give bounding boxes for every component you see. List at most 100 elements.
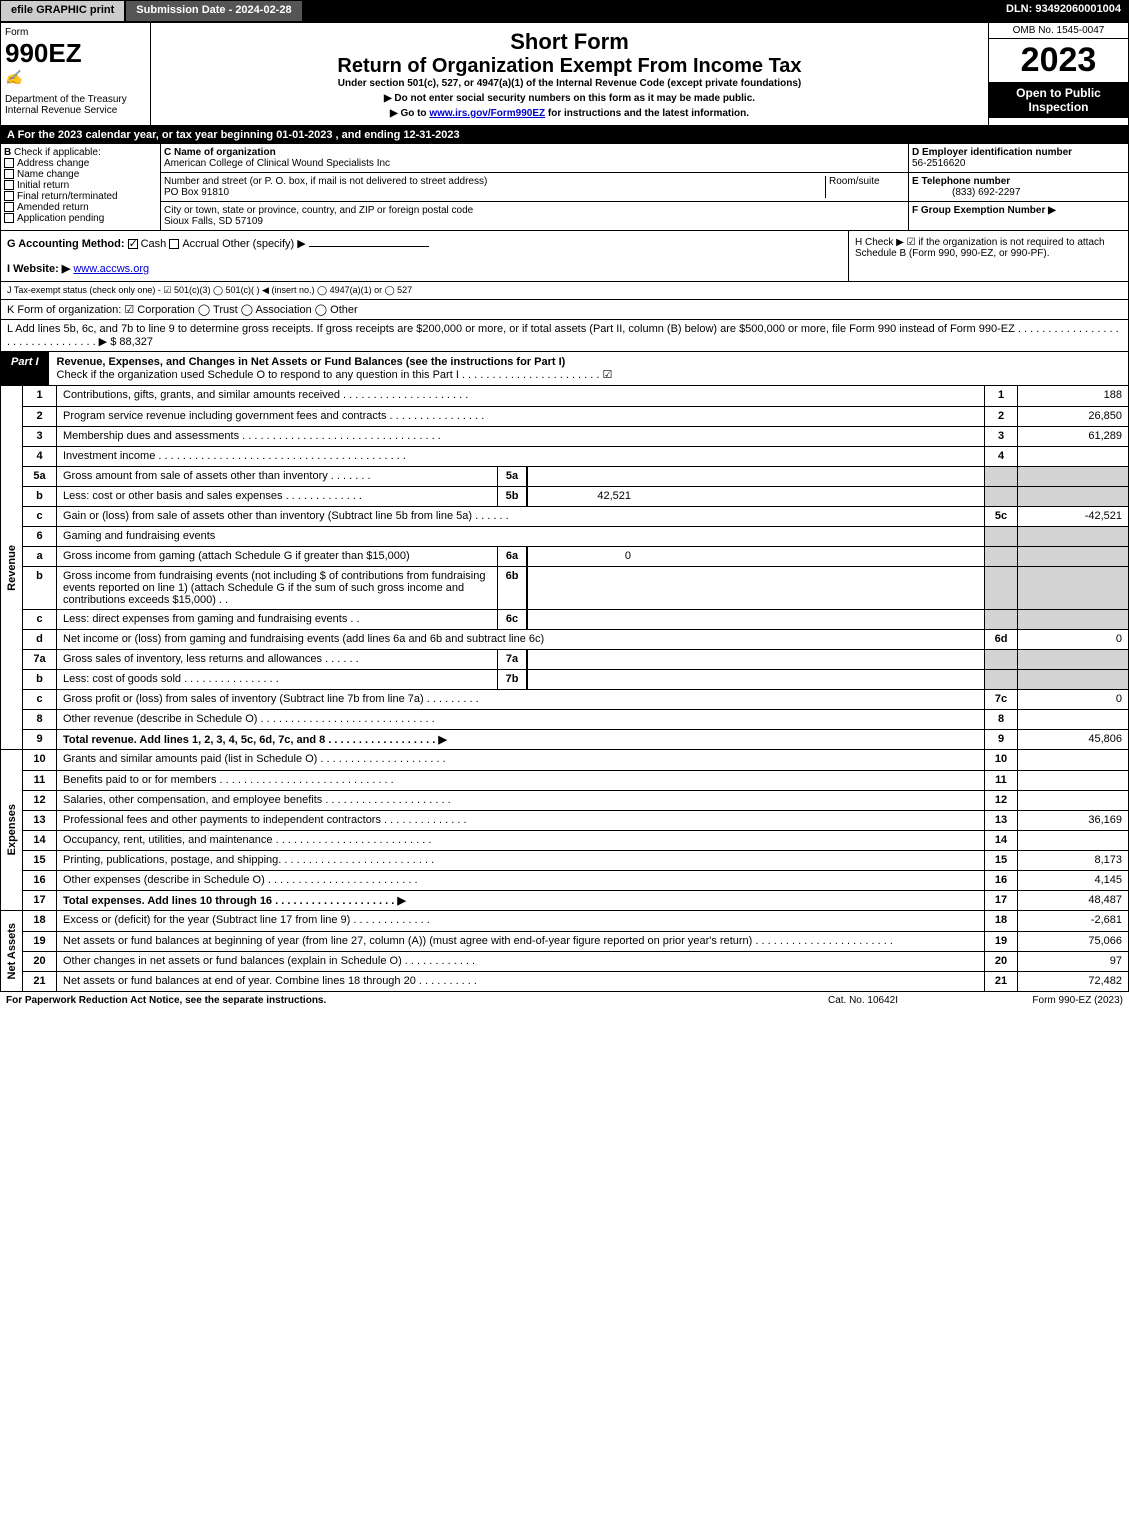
part1-heading: Revenue, Expenses, and Changes in Net As… <box>57 356 566 368</box>
ln5b-iv: 42,521 <box>527 487 637 506</box>
website-link[interactable]: www.accws.org <box>73 263 149 275</box>
checkbox-pending[interactable] <box>4 213 14 223</box>
ln7b-shv <box>1018 670 1128 689</box>
checkbox-amended[interactable] <box>4 202 14 212</box>
cash-label: Cash <box>141 238 167 250</box>
dept-label: Department of the Treasury Internal Reve… <box>5 94 146 116</box>
ln2-vn: 2 <box>984 407 1018 426</box>
group-exemption-cell: F Group Exemption Number ▶ <box>909 202 1128 219</box>
b-label: B <box>4 147 11 158</box>
part1-header: Part I Revenue, Expenses, and Changes in… <box>1 352 1128 386</box>
ln6b-desc: Gross income from fundraising events (no… <box>57 567 497 609</box>
ln1-desc: Contributions, gifts, grants, and simila… <box>57 386 984 406</box>
ln18-desc: Excess or (deficit) for the year (Subtra… <box>57 911 984 931</box>
ln6d-desc: Net income or (loss) from gaming and fun… <box>57 630 984 649</box>
d-label: D Employer identification number <box>912 147 1072 158</box>
inspection-label: Open to Public Inspection <box>989 82 1128 118</box>
ln5c-val: -42,521 <box>1018 507 1128 526</box>
ln7a-in: 7a <box>497 650 527 669</box>
form-container: Form 990EZ ✍ Department of the Treasury … <box>0 22 1129 992</box>
ln5a-in: 5a <box>497 467 527 486</box>
ln16-desc: Other expenses (describe in Schedule O) … <box>57 871 984 890</box>
checkbox-initial[interactable] <box>4 180 14 190</box>
expenses-vert-label: Expenses <box>1 750 23 910</box>
ln6c-sh <box>984 610 1018 629</box>
ln18-vn: 18 <box>984 911 1018 931</box>
checkbox-address-change[interactable] <box>4 158 14 168</box>
ln14-vn: 14 <box>984 831 1018 850</box>
ln14-no: 14 <box>23 831 57 850</box>
ln12-desc: Salaries, other compensation, and employ… <box>57 791 984 810</box>
line-g: G Accounting Method: Cash Accrual Other … <box>1 231 848 281</box>
final-label: Final return/terminated <box>17 191 118 202</box>
ln6b-sh <box>984 567 1018 609</box>
ln14-val <box>1018 831 1128 850</box>
e-label: E Telephone number <box>912 176 1010 187</box>
ln5a-sh <box>984 467 1018 486</box>
line-h: H Check ▶ ☑ if the organization is not r… <box>848 231 1128 281</box>
ln16-val: 4,145 <box>1018 871 1128 890</box>
ln6c-desc: Less: direct expenses from gaming and fu… <box>57 610 497 629</box>
part1-check: ☑ <box>603 369 613 381</box>
ln7a-desc: Gross sales of inventory, less returns a… <box>57 650 497 669</box>
ln6c-iv <box>527 610 637 629</box>
ln16-no: 16 <box>23 871 57 890</box>
ln21-vn: 21 <box>984 972 1018 991</box>
phone-cell: E Telephone number (833) 692-2297 <box>909 173 1128 202</box>
other-input[interactable] <box>309 246 429 247</box>
ln16-vn: 16 <box>984 871 1018 890</box>
addr-change-label: Address change <box>17 158 89 169</box>
city: Sioux Falls, SD 57109 <box>164 216 263 227</box>
ln11-no: 11 <box>23 771 57 790</box>
ln15-desc: Printing, publications, postage, and shi… <box>57 851 984 870</box>
ln5a-desc: Gross amount from sale of assets other t… <box>57 467 497 486</box>
ln6c-no: c <box>23 610 57 629</box>
ln11-val <box>1018 771 1128 790</box>
ln7b-iv <box>527 670 637 689</box>
ln6d-vn: 6d <box>984 630 1018 649</box>
ln10-no: 10 <box>23 750 57 770</box>
ln7b-desc: Less: cost of goods sold . . . . . . . .… <box>57 670 497 689</box>
ln6b-in: 6b <box>497 567 527 609</box>
efile-print-button[interactable]: efile GRAPHIC print <box>0 0 125 22</box>
pending-label: Application pending <box>17 213 104 224</box>
ln12-val <box>1018 791 1128 810</box>
phone: (833) 692-2297 <box>912 187 1020 198</box>
ln9-val: 45,806 <box>1018 730 1128 749</box>
ln19-val: 75,066 <box>1018 932 1128 951</box>
irs-link[interactable]: www.irs.gov/Form990EZ <box>429 108 545 119</box>
line-g-h: G Accounting Method: Cash Accrual Other … <box>1 231 1128 282</box>
section-b: B Check if applicable: Address change Na… <box>1 144 161 230</box>
cat-no: Cat. No. 10642I <box>763 995 963 1006</box>
ln7c-no: c <box>23 690 57 709</box>
ein: 56-2516620 <box>912 158 965 169</box>
title-short-form: Short Form <box>157 29 982 55</box>
ln4-desc: Investment income . . . . . . . . . . . … <box>57 447 984 466</box>
ln7b-no: b <box>23 670 57 689</box>
ln8-val <box>1018 710 1128 729</box>
form-number: 990EZ <box>5 38 146 69</box>
checkbox-final[interactable] <box>4 191 14 201</box>
ln1-no: 1 <box>23 386 57 406</box>
name-change-label: Name change <box>17 169 79 180</box>
ln7c-val: 0 <box>1018 690 1128 709</box>
note-website: ▶ Go to www.irs.gov/Form990EZ for instru… <box>157 108 982 119</box>
ln10-desc: Grants and similar amounts paid (list in… <box>57 750 984 770</box>
submission-date-button[interactable]: Submission Date - 2024-02-28 <box>125 0 302 22</box>
checkbox-cash[interactable] <box>128 239 138 249</box>
ln5b-no: b <box>23 487 57 506</box>
title-return: Return of Organization Exempt From Incom… <box>157 55 982 78</box>
ln18-val: -2,681 <box>1018 911 1128 931</box>
ln4-val <box>1018 447 1128 466</box>
line-a: A For the 2023 calendar year, or tax yea… <box>1 126 1128 144</box>
checkbox-name-change[interactable] <box>4 169 14 179</box>
line-l-text: L Add lines 5b, 6c, and 7b to line 9 to … <box>7 323 1119 348</box>
header-right: OMB No. 1545-0047 2023 Open to Public In… <box>988 23 1128 125</box>
checkbox-accrual[interactable] <box>169 239 179 249</box>
city-cell: City or town, state or province, country… <box>161 202 908 230</box>
org-name-cell: C Name of organization American College … <box>161 144 908 173</box>
ln15-vn: 15 <box>984 851 1018 870</box>
ln20-desc: Other changes in net assets or fund bala… <box>57 952 984 971</box>
ln5a-no: 5a <box>23 467 57 486</box>
ln5b-desc: Less: cost or other basis and sales expe… <box>57 487 497 506</box>
